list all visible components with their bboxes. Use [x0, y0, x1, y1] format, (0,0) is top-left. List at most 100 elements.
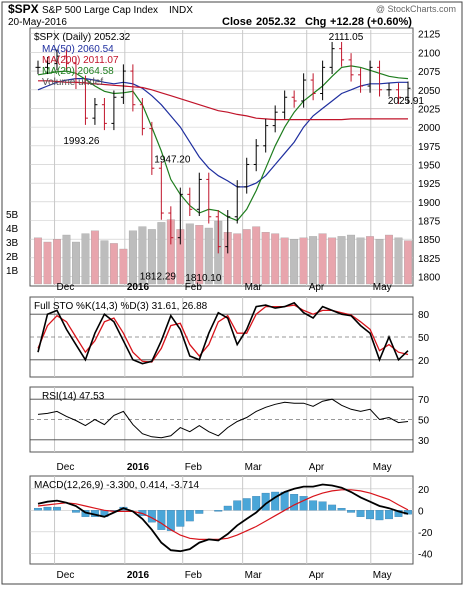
price-tick-label: 2125 [418, 30, 441, 41]
chart-index-name: S&P 500 Large Cap Index [42, 5, 158, 16]
volume-bar [309, 236, 318, 285]
indicator-lines [34, 301, 412, 553]
macd-histogram-bar [318, 501, 327, 511]
price-tick-label: 1975 [418, 142, 441, 153]
volume-bar [72, 241, 80, 285]
close-value: 2052.32 [256, 16, 296, 28]
ma200-legend: MA(200) 2011.07 [42, 55, 119, 66]
macd-histogram-bar [309, 500, 318, 511]
price-tick-label: 1825 [418, 254, 441, 265]
ma50-line [37, 78, 408, 188]
price-title: $SPX (Daily) 2052.32 [34, 32, 131, 43]
volume-bar [328, 237, 337, 285]
volume-bar [318, 233, 327, 285]
chart-date: 20-May-2016 [8, 17, 67, 28]
price-annotation: 2025.91 [388, 96, 425, 107]
volume-bar [261, 232, 270, 285]
price-annotation: 1993.26 [63, 136, 100, 147]
x-axis-label: 2016 [127, 462, 150, 473]
x-axis-label: Dec [57, 462, 75, 473]
x-axis-label: May [373, 282, 392, 293]
price-tick-label: 2000 [418, 123, 441, 134]
volume-legend: Volume undef [42, 77, 103, 88]
x-axis-label: Apr [309, 570, 325, 581]
x-axis-label: Apr [309, 282, 325, 293]
price-annotation: 1810.10 [185, 273, 222, 284]
x-axis-label: 2016 [127, 570, 150, 581]
macd-histogram-bar [366, 510, 374, 520]
price-tick-label: 1875 [418, 217, 441, 228]
volume-bar [53, 239, 61, 285]
ma200-line [38, 80, 408, 121]
macd-title: MACD(12,26,9) -3.300, 0.414, -3.714 [34, 480, 200, 491]
x-axis-label: Dec [57, 570, 75, 581]
volume-bar [375, 239, 384, 285]
stochastic-tick-label: 80 [418, 310, 430, 321]
macd-tick-label: -20 [418, 528, 433, 539]
stochastic-k-line [37, 301, 409, 365]
price-tick-label: 2100 [418, 48, 441, 59]
volume-bar [157, 222, 166, 285]
price-annotation: 1812.29 [140, 271, 177, 282]
volume-bar [290, 239, 299, 285]
price-annotation: 1947.20 [154, 155, 191, 166]
x-axis-label: Apr [309, 462, 325, 473]
macd-histogram-bar [195, 510, 204, 514]
macd-histogram-bar [223, 505, 232, 511]
volume-bar [43, 241, 52, 285]
ma20-line [37, 65, 409, 222]
chart-exchange: INDX [169, 5, 193, 16]
price-tick-label: 2075 [418, 67, 441, 78]
volume-tick-label: 5B [6, 210, 19, 221]
stockcharts-brand: @ StockCharts.com [376, 4, 456, 14]
labels: Dec Dec Dec 2016 2016 2016 Feb Feb Feb Mar Mar Mar A… [6, 30, 441, 581]
x-axis-label: May [373, 570, 392, 581]
volume-bar [204, 227, 213, 285]
volume-bar [404, 240, 412, 285]
macd-tick-label: -40 [418, 549, 433, 560]
volume-bar [128, 230, 137, 285]
macd-histogram-bar [157, 510, 166, 530]
macd-histogram-bar [53, 506, 61, 511]
x-axis-label: 2016 [127, 282, 150, 293]
volume-bar [271, 233, 280, 285]
macd-histogram-bar [375, 510, 384, 521]
macd-histogram-bar [242, 498, 251, 511]
macd-tick-label: 20 [418, 485, 430, 496]
macd-line [37, 483, 409, 553]
price-tick-label: 1850 [418, 235, 441, 246]
macd-histogram-bar [385, 510, 393, 520]
stochastic-d-line [37, 304, 409, 363]
volume-bar [185, 223, 194, 285]
volume-bar [138, 226, 147, 285]
price-tick-label: 2025 [418, 104, 441, 115]
macd-histogram-bar [233, 500, 242, 511]
volume-bar [299, 237, 308, 285]
macd-histogram-bar [72, 510, 80, 513]
chart-symbol: $SPX [8, 2, 39, 16]
ma20-legend: MA(20) 2064.58 [42, 66, 114, 77]
volume-bar [242, 229, 251, 285]
volume-tick-label: 1B [6, 266, 19, 277]
volume-bar [233, 233, 242, 285]
volume-bar [356, 237, 365, 285]
x-axis-label: Feb [185, 462, 203, 473]
price-bars [35, 41, 411, 254]
macd-histogram-bar [356, 510, 365, 517]
macd-tick-label: 0 [418, 506, 424, 517]
rsi-line [37, 398, 409, 439]
volume-bar [394, 237, 403, 285]
x-axis-label: Mar [245, 570, 263, 581]
macd-histogram-bar [43, 506, 52, 511]
chg-value: +12.28 (+0.60%) [330, 16, 412, 28]
macd-histogram-bar [176, 510, 185, 527]
stochastic-tick-label: 20 [418, 356, 430, 367]
price-tick-label: 1900 [418, 198, 441, 209]
rsi-tick-label: 70 [418, 395, 430, 406]
volume-bar [90, 230, 99, 285]
x-axis-label: Mar [245, 282, 263, 293]
macd-histogram-bar [252, 496, 261, 511]
price-tick-label: 1800 [418, 273, 441, 284]
macd-histogram-bar [271, 491, 280, 511]
